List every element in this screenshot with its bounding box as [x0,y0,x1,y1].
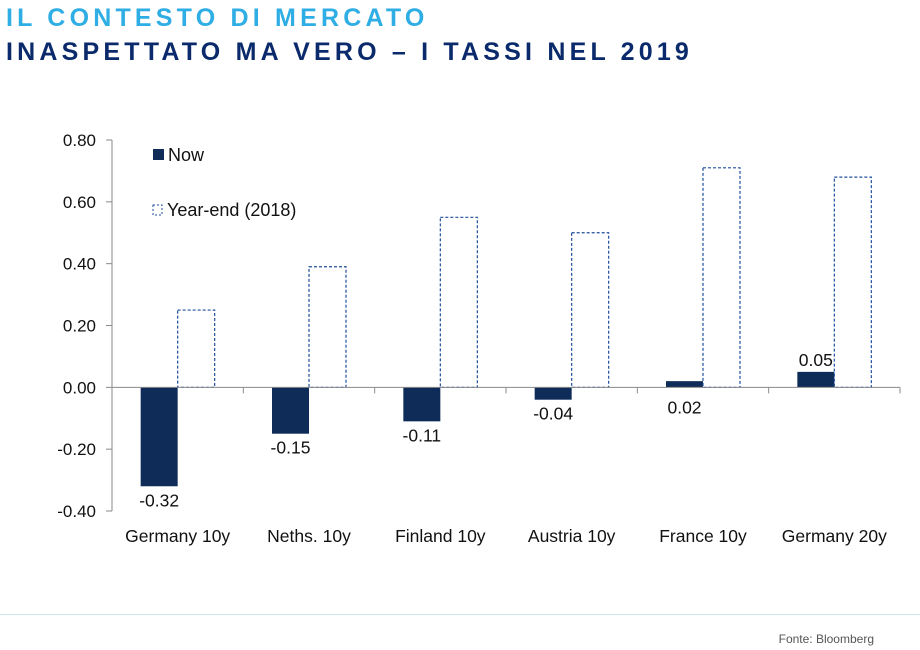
bar-now [666,381,703,388]
bar-chart: 0.80 0.60 0.40 0.20 0.00 -0.20 -0.40 -0.32 -0.1… [57,131,901,546]
x-tick-label: Austria 10y [528,526,616,546]
legend-yearend-label: Year-end (2018) [167,200,296,220]
y-tick-label: 0.60 [63,193,96,212]
bar-year-end [308,266,347,388]
y-tick-label: 0.40 [63,255,96,274]
bar-now [272,387,309,434]
bar-year-end [571,232,610,388]
title-line-1: IL CONTESTO DI MERCATO [6,4,429,32]
data-label-now: 0.02 [667,397,701,417]
x-tick-label: Germany 20y [782,526,887,546]
x-tick-label: Finland 10y [395,526,486,546]
x-tick-label: Germany 10y [125,526,230,546]
data-label-now: -0.11 [403,425,442,445]
data-label-now: -0.32 [139,490,179,510]
legend-yearend-swatch [152,204,163,216]
y-tick-label: 0.00 [63,378,96,397]
data-label-now: 0.05 [799,350,833,370]
bar-now [797,371,835,388]
bar-now [140,387,178,487]
bar-now [534,387,572,400]
source-note: Fonte: Bloomberg [778,632,874,646]
x-axis: Germany 10y Neths. 10y Finland 10y Austria … [112,386,901,546]
y-tick-label: 0.20 [63,317,96,336]
data-label-now: -0.04 [533,404,573,424]
x-tick-label: France 10y [659,526,747,546]
legend-now-swatch [153,149,164,160]
data-label-now: -0.15 [271,438,311,458]
y-tick-label: -0.20 [57,440,96,459]
bar-year-end [702,167,741,388]
y-tick-label: -0.40 [57,502,96,521]
y-tick-label: 0.80 [63,131,96,150]
x-tick-label: Neths. 10y [267,526,351,546]
legend-now-label: Now [168,145,205,165]
bar-year-end [177,309,216,388]
bar-year-end [833,176,872,388]
y-axis: 0.80 0.60 0.40 0.20 0.00 -0.20 -0.40 [57,131,113,521]
footer-divider [0,614,920,615]
bar-year-end [439,216,478,388]
bar-now [403,387,441,422]
title-line-2: INASPETTATO MA VERO – I TASSI NEL 2019 [6,38,694,66]
legend: Now Year-end (2018) [152,145,296,220]
